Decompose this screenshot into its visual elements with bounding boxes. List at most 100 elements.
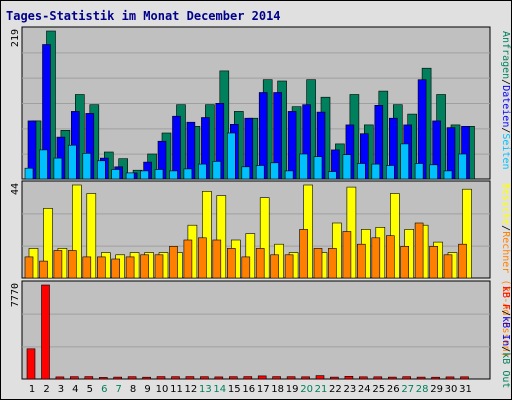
bar-visits-day-5 bbox=[86, 193, 97, 279]
bar-kb_f-day-20 bbox=[301, 376, 310, 380]
bar-pages-day-10 bbox=[154, 169, 164, 180]
bar-kb_f-day-2 bbox=[41, 284, 50, 380]
legend-top-part-4: Seiten bbox=[500, 133, 511, 169]
bar-sites-day-3 bbox=[53, 250, 63, 279]
day-label-23: 23 bbox=[344, 384, 357, 395]
legend-middle-part-2: Rechner (IP-Adressen) bbox=[500, 231, 511, 357]
bar-kb_f-day-23 bbox=[344, 375, 354, 380]
bar-sites-day-4 bbox=[68, 250, 77, 279]
bar-kb_f-day-5 bbox=[84, 376, 94, 380]
legend-top: Anfragen/Dateien/Seiten bbox=[500, 31, 511, 170]
day-label-12: 12 bbox=[185, 384, 198, 395]
bar-sites-day-31 bbox=[458, 243, 467, 279]
bar-sites-day-21 bbox=[313, 248, 323, 279]
legend-bottom-part-0: kB F bbox=[500, 286, 511, 310]
bar-sites-day-5 bbox=[82, 256, 92, 279]
day-label-17: 17 bbox=[257, 384, 270, 395]
day-label-4: 4 bbox=[72, 384, 78, 395]
bar-kb_f-day-14 bbox=[214, 376, 224, 380]
bar-visits-day-17 bbox=[259, 197, 270, 279]
day-label-21: 21 bbox=[315, 384, 328, 395]
day-label-9: 9 bbox=[144, 384, 150, 395]
bar-pages-day-25 bbox=[371, 163, 381, 180]
bar-kb_f-day-13 bbox=[200, 376, 209, 380]
bar-visits-day-2 bbox=[43, 208, 53, 279]
legend-bottom-part-1: / bbox=[500, 310, 511, 316]
legend-bottom-part-3: / bbox=[500, 346, 511, 352]
legend-bottom-part-2: kB In bbox=[500, 316, 511, 346]
bar-pages-day-2 bbox=[39, 149, 48, 180]
bar-visits-day-4 bbox=[72, 184, 82, 279]
bar-pages-day-12 bbox=[183, 168, 193, 180]
bar-sites-day-18 bbox=[270, 254, 279, 279]
legend-middle-part-1: / bbox=[500, 225, 511, 231]
bar-kb_f-day-4 bbox=[70, 376, 79, 380]
day-label-30: 30 bbox=[445, 384, 458, 395]
bar-sites-day-28 bbox=[414, 222, 424, 279]
bar-kb_f-day-10 bbox=[156, 376, 166, 380]
bar-pages-day-11 bbox=[169, 170, 178, 180]
bar-sites-day-17 bbox=[255, 248, 265, 279]
bar-sites-day-16 bbox=[241, 256, 251, 279]
bar-pages-day-22 bbox=[328, 171, 337, 180]
bar-visits-day-31 bbox=[462, 188, 472, 279]
bar-sites-day-27 bbox=[400, 246, 410, 279]
legend-middle-part-0: Besuche bbox=[500, 183, 511, 225]
day-label-15: 15 bbox=[228, 384, 241, 395]
bar-sites-day-10 bbox=[154, 254, 164, 279]
bar-kb_f-day-11 bbox=[171, 376, 180, 380]
bar-pages-day-26 bbox=[385, 165, 395, 180]
bar-sites-day-19 bbox=[284, 254, 294, 279]
bar-kb_f-day-9 bbox=[142, 376, 151, 380]
day-label-3: 3 bbox=[58, 384, 64, 395]
legend-top-part-0: Anfragen bbox=[500, 31, 511, 79]
bar-sites-day-7 bbox=[111, 258, 120, 279]
bar-pages-day-16 bbox=[241, 166, 251, 180]
day-label-29: 29 bbox=[430, 384, 443, 395]
bar-pages-day-7 bbox=[111, 169, 120, 180]
panel-background bbox=[21, 280, 491, 380]
bar-kb_f-day-8 bbox=[127, 376, 137, 380]
bar-visits-day-16 bbox=[245, 233, 256, 279]
bar-kb_f-day-30 bbox=[445, 376, 455, 380]
bar-sites-day-13 bbox=[198, 237, 207, 279]
bar-pages-day-28 bbox=[414, 163, 424, 180]
day-label-19: 19 bbox=[286, 384, 299, 395]
day-label-10: 10 bbox=[156, 384, 169, 395]
bar-pages-day-17 bbox=[255, 165, 265, 180]
panel-visits-sites: 44 bbox=[10, 180, 491, 279]
day-label-25: 25 bbox=[372, 384, 385, 395]
day-label-1: 1 bbox=[29, 384, 35, 395]
day-label-11: 11 bbox=[170, 384, 183, 395]
y-axis-max-label: 7770 bbox=[10, 283, 21, 307]
bar-sites-day-14 bbox=[212, 239, 222, 279]
legend-bottom-part-4: kB Out bbox=[500, 352, 511, 388]
day-label-2: 2 bbox=[43, 384, 49, 395]
day-label-7: 7 bbox=[116, 384, 122, 395]
bar-sites-day-12 bbox=[183, 239, 193, 279]
bar-sites-day-11 bbox=[169, 246, 178, 279]
bar-kb_f-day-7 bbox=[113, 376, 122, 380]
day-label-6: 6 bbox=[101, 384, 107, 395]
day-label-18: 18 bbox=[271, 384, 284, 395]
bar-pages-day-4 bbox=[68, 144, 77, 180]
bar-kb_f-day-22 bbox=[330, 376, 339, 380]
bar-kb_f-day-31 bbox=[460, 376, 469, 380]
bar-pages-day-29 bbox=[429, 164, 438, 180]
bar-kb_f-day-25 bbox=[373, 376, 383, 380]
bar-pages-day-8 bbox=[125, 172, 135, 180]
bar-kb_f-day-18 bbox=[272, 376, 281, 380]
bar-sites-day-26 bbox=[385, 235, 395, 279]
bar-pages-day-1 bbox=[24, 167, 34, 180]
legend-bottom: kB F/kB In/kB Out bbox=[500, 286, 511, 388]
bar-sites-day-20 bbox=[299, 229, 308, 279]
bar-sites-day-8 bbox=[125, 256, 135, 279]
bar-sites-day-15 bbox=[227, 248, 236, 279]
bar-pages-day-30 bbox=[443, 170, 453, 180]
bar-kb_f-day-17 bbox=[257, 375, 267, 380]
bar-pages-day-19 bbox=[284, 170, 294, 180]
y-axis-max-label: 44 bbox=[10, 183, 21, 195]
bar-visits-day-14 bbox=[216, 195, 227, 279]
